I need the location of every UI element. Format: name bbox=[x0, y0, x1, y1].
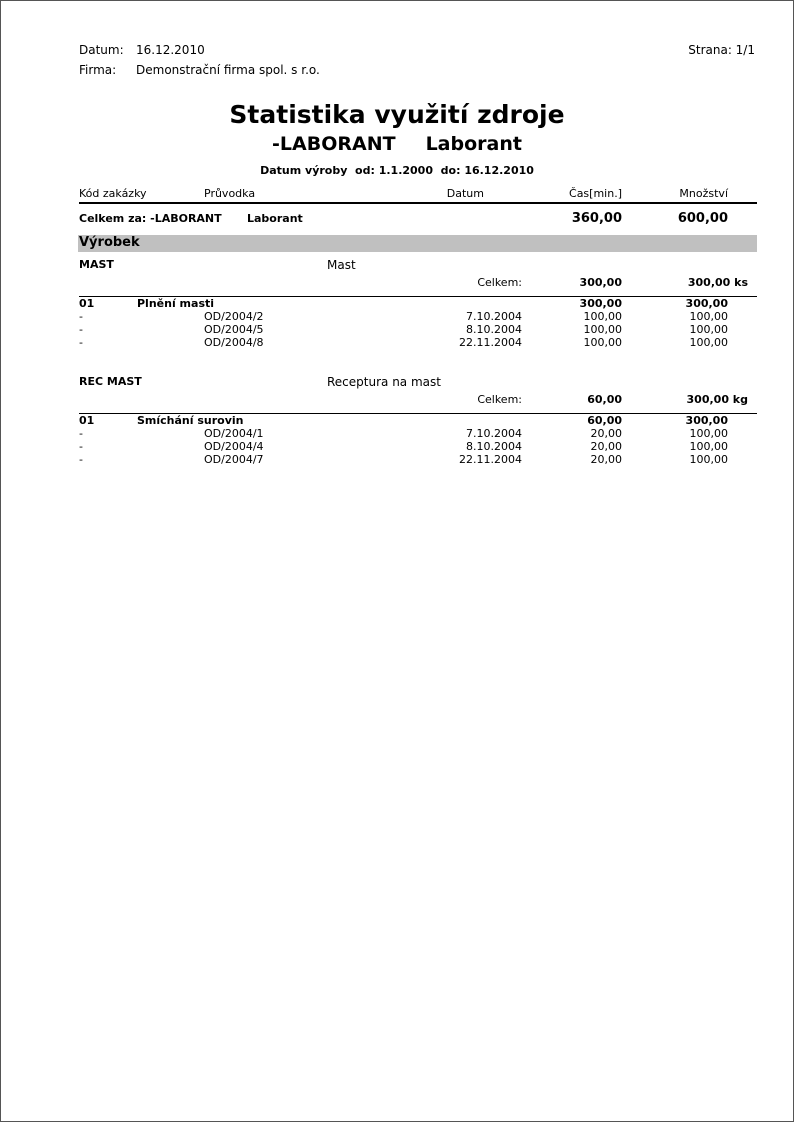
product-total-label: Celkem: bbox=[477, 393, 522, 406]
row-date: 8.10.2004 bbox=[466, 323, 522, 336]
product-total-label: Celkem: bbox=[477, 276, 522, 289]
resource-heading: -LABORANT Laborant bbox=[1, 132, 793, 156]
product-total-time: 300,00 bbox=[579, 276, 622, 289]
group-divider bbox=[79, 413, 757, 414]
row-job-card: OD/2004/8 bbox=[204, 336, 264, 349]
row-date: 7.10.2004 bbox=[466, 310, 522, 323]
product-total-quantity: 300,00 ks bbox=[687, 276, 748, 289]
operation-name: Plnění masti bbox=[137, 297, 215, 310]
row-dash: - bbox=[79, 427, 83, 440]
row-quantity: 100,00 bbox=[689, 336, 729, 349]
company-value: Demonstrační firma spol. s r.o. bbox=[136, 63, 320, 77]
row-date: 8.10.2004 bbox=[466, 440, 522, 453]
row-job-card: OD/2004/4 bbox=[204, 440, 264, 453]
operation-time: 300,00 bbox=[579, 297, 622, 310]
row-job-card: OD/2004/1 bbox=[204, 427, 264, 440]
col-quantity: Množství bbox=[679, 187, 728, 200]
section-band bbox=[78, 235, 757, 252]
row-dash: - bbox=[79, 323, 83, 336]
col-date: Datum bbox=[446, 187, 484, 200]
row-time: 100,00 bbox=[583, 323, 623, 336]
row-dash: - bbox=[79, 453, 83, 466]
row-date: 22.11.2004 bbox=[459, 453, 522, 466]
row-quantity: 100,00 bbox=[689, 323, 729, 336]
row-time: 20,00 bbox=[590, 440, 623, 453]
operation-name: Smíchání surovin bbox=[137, 414, 244, 427]
grand-total-name: Laborant bbox=[247, 212, 303, 225]
report-title: Statistika využití zdroje bbox=[229, 100, 565, 129]
row-job-card: OD/2004/2 bbox=[204, 310, 264, 323]
product-code: REC MAST bbox=[79, 375, 142, 388]
row-time: 20,00 bbox=[590, 427, 623, 440]
resource-name: Laborant bbox=[425, 133, 522, 155]
date-label: Datum: bbox=[79, 43, 124, 57]
product-total-time: 60,00 bbox=[587, 393, 622, 406]
row-job-card: OD/2004/5 bbox=[204, 323, 264, 336]
row-time: 100,00 bbox=[583, 310, 623, 323]
section-title: Výrobek bbox=[79, 235, 140, 250]
date-range: Datum výroby od: 1.1.2000 do: 16.12.2010 bbox=[260, 164, 534, 177]
operation-code: 01 bbox=[79, 414, 95, 427]
col-order-code: Kód zakázky bbox=[79, 187, 147, 200]
row-time: 100,00 bbox=[583, 336, 623, 349]
col-job-card: Průvodka bbox=[204, 187, 256, 200]
row-time: 20,00 bbox=[590, 453, 623, 466]
product-code: MAST bbox=[79, 258, 114, 271]
row-dash: - bbox=[79, 336, 83, 349]
group-divider bbox=[79, 296, 757, 297]
row-quantity: 100,00 bbox=[689, 440, 729, 453]
row-quantity: 100,00 bbox=[689, 453, 729, 466]
operation-time: 60,00 bbox=[587, 414, 622, 427]
header-divider bbox=[79, 202, 757, 204]
product-name: Receptura na mast bbox=[327, 375, 441, 389]
product-total-quantity: 300,00 kg bbox=[686, 393, 748, 406]
row-quantity: 100,00 bbox=[689, 427, 729, 440]
row-date: 7.10.2004 bbox=[466, 427, 522, 440]
date-value: 16.12.2010 bbox=[136, 43, 205, 57]
row-dash: - bbox=[79, 440, 83, 453]
row-dash: - bbox=[79, 310, 83, 323]
row-quantity: 100,00 bbox=[689, 310, 729, 323]
row-job-card: OD/2004/7 bbox=[204, 453, 264, 466]
page-number: Strana: 1/1 bbox=[688, 43, 755, 57]
company-label: Firma: bbox=[79, 63, 117, 77]
operation-quantity: 300,00 bbox=[685, 297, 728, 310]
resource-code: -LABORANT bbox=[272, 133, 396, 155]
operation-quantity: 300,00 bbox=[685, 414, 728, 427]
row-date: 22.11.2004 bbox=[459, 336, 522, 349]
grand-total-time: 360,00 bbox=[571, 211, 622, 226]
col-time: Čas[min.] bbox=[569, 187, 622, 200]
operation-code: 01 bbox=[79, 297, 95, 310]
grand-total-label: Celkem za: -LABORANT bbox=[79, 212, 222, 225]
product-name: Mast bbox=[327, 258, 356, 272]
grand-total-quantity: 600,00 bbox=[677, 211, 728, 226]
